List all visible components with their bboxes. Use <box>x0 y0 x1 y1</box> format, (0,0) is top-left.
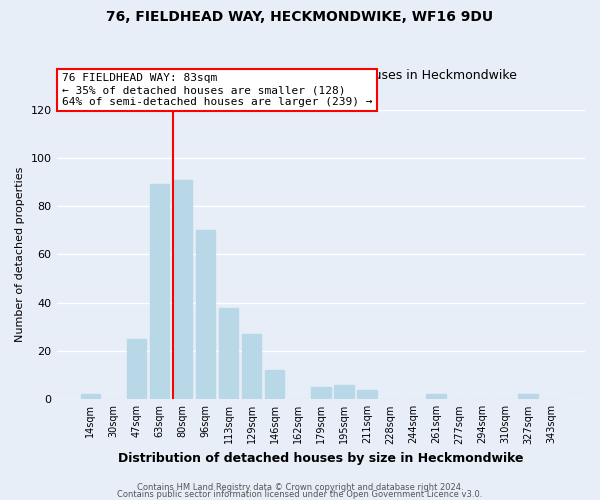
Bar <box>357 390 377 400</box>
Y-axis label: Number of detached properties: Number of detached properties <box>15 166 25 342</box>
Title: Size of property relative to detached houses in Heckmondwike: Size of property relative to detached ho… <box>124 69 517 82</box>
Bar <box>518 394 538 400</box>
Text: Contains public sector information licensed under the Open Government Licence v3: Contains public sector information licen… <box>118 490 482 499</box>
Bar <box>334 385 353 400</box>
Bar <box>242 334 262 400</box>
Bar <box>149 184 169 400</box>
Bar <box>426 394 446 400</box>
X-axis label: Distribution of detached houses by size in Heckmondwike: Distribution of detached houses by size … <box>118 452 524 465</box>
Bar <box>127 339 146 400</box>
Bar <box>219 308 238 400</box>
Bar <box>80 394 100 400</box>
Bar <box>196 230 215 400</box>
Text: 76, FIELDHEAD WAY, HECKMONDWIKE, WF16 9DU: 76, FIELDHEAD WAY, HECKMONDWIKE, WF16 9D… <box>106 10 494 24</box>
Bar <box>311 387 331 400</box>
Text: Contains HM Land Registry data © Crown copyright and database right 2024.: Contains HM Land Registry data © Crown c… <box>137 484 463 492</box>
Bar <box>265 370 284 400</box>
Text: 76 FIELDHEAD WAY: 83sqm
← 35% of detached houses are smaller (128)
64% of semi-d: 76 FIELDHEAD WAY: 83sqm ← 35% of detache… <box>62 74 373 106</box>
Bar <box>173 180 193 400</box>
